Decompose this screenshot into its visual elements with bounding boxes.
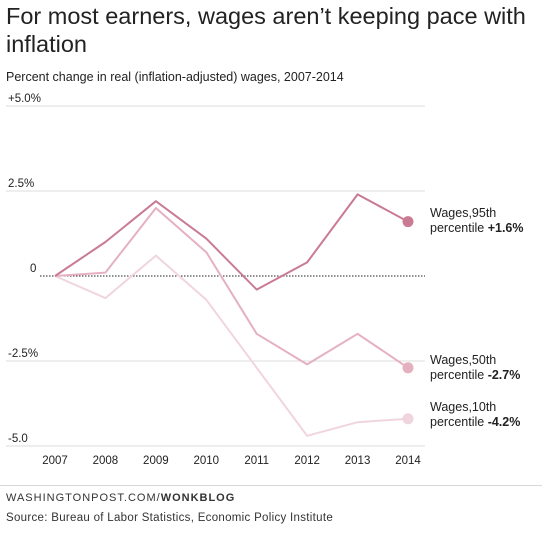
credit-line: WASHINGTONPOST.COM/WONKBLOG (6, 492, 235, 504)
y-tick-label: -2.5% (8, 348, 38, 360)
series-value-p10: -4.2% (488, 415, 521, 429)
chart-title: For most earners, wages aren’t keeping p… (6, 3, 526, 57)
endpoint-dot-p95 (402, 216, 414, 228)
credit-site: WASHINGTONPOST.COM/ (6, 492, 161, 504)
series-line-p50 (54, 207, 409, 369)
series-lines (54, 193, 414, 437)
x-tick-label: 2014 (395, 455, 421, 467)
y-tick-label: +5.0% (8, 93, 41, 105)
series-label-word: percentile (430, 221, 488, 235)
x-tick-label: 2010 (193, 455, 219, 467)
series-label-p95: Wages,95th (430, 206, 496, 220)
x-tick-label: 2013 (345, 455, 371, 467)
x-axis-ticks: 2007 2008 2009 2010 2011 2012 2013 2014 (42, 455, 421, 467)
series-label-p50: Wages,50th (430, 353, 496, 367)
series-sublabel-p10: percentile -4.2% (430, 415, 520, 429)
grid-lines (6, 105, 425, 447)
series-label-word: percentile (430, 368, 488, 382)
series-label-p10: Wages,10th (430, 400, 496, 414)
series-line-p10 (54, 254, 409, 437)
series-label-word: percentile (430, 415, 488, 429)
y-tick-label: 0 (30, 263, 36, 275)
chart-subtitle: Percent change in real (inflation-adjust… (6, 70, 344, 84)
x-tick-label: 2011 (244, 455, 269, 467)
endpoint-dot-p50 (402, 362, 414, 374)
line-chart: +5.0% 2.5% 0 -2.5% -5.0 2007 2008 2009 2010 2011… (6, 93, 523, 467)
y-tick-label: 2.5% (8, 178, 34, 190)
x-tick-label: 2009 (143, 455, 169, 467)
series-value-p50: -2.7% (488, 368, 521, 382)
credit-blog: WONKBLOG (160, 492, 236, 504)
series-line-p95 (54, 193, 409, 291)
series-sublabel-p50: percentile -2.7% (430, 368, 520, 382)
footer-divider (0, 485, 542, 486)
y-tick-label: -5.0 (8, 433, 28, 445)
series-value-p95: +1.6% (488, 221, 524, 235)
endpoint-dot-p10 (402, 413, 414, 425)
x-tick-label: 2007 (42, 455, 68, 467)
series-sublabel-p95: percentile +1.6% (430, 221, 523, 235)
x-tick-label: 2012 (294, 455, 320, 467)
source-note: Source: Bureau of Labor Statistics, Econ… (6, 512, 334, 524)
x-tick-label: 2008 (93, 455, 119, 467)
y-axis-ticks: +5.0% 2.5% 0 -2.5% -5.0 (8, 93, 41, 445)
